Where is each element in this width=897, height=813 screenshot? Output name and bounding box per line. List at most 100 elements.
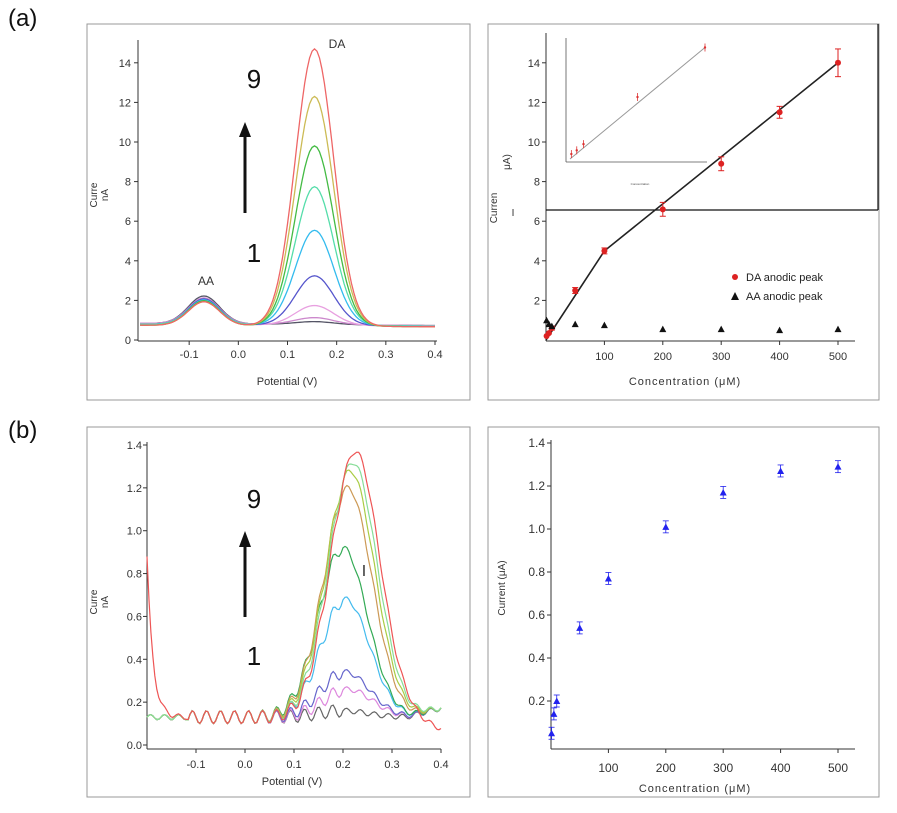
curve-marker: I (362, 563, 366, 580)
aa-point (600, 321, 608, 329)
y-axis-label-fragment: I (512, 208, 515, 219)
panel-label-a: (a) (8, 5, 38, 32)
x-tick-label: 0.4 (433, 759, 448, 771)
inset-point (575, 149, 578, 152)
y-tick-label: 1.4 (127, 440, 142, 452)
x-tick-label: 0.1 (280, 349, 295, 361)
inset-x-axis-label: Concentration (631, 182, 650, 186)
x-tick-label: 200 (654, 351, 672, 363)
y-axis-label-fragment: μA) (502, 154, 513, 170)
x-axis-label: Concentration (μM) (629, 376, 741, 388)
da-point (572, 287, 579, 294)
x-tick-label: 0.4 (427, 349, 442, 361)
x-tick-label: 400 (770, 351, 788, 363)
curve-index-top: 9 (247, 484, 261, 514)
data-point (834, 463, 842, 470)
y-tick-label: 0.6 (528, 608, 545, 622)
y-tick-label: 2 (125, 295, 131, 307)
dpv-curve-9 (146, 451, 442, 731)
y-tick-label: 14 (528, 58, 540, 70)
legend-marker-da (732, 274, 738, 280)
curve-index-bottom: 1 (247, 238, 261, 268)
y-tick-label: 8 (125, 177, 131, 189)
x-axis-label: Potential (V) (257, 376, 318, 388)
dpv-curve-9 (139, 48, 435, 328)
x-tick-label: 0.3 (384, 759, 399, 771)
x-tick-label: 300 (712, 351, 730, 363)
aa-point (834, 325, 842, 333)
y-tick-label: 1.4 (528, 436, 545, 450)
da-point (545, 330, 552, 337)
y-axis-label-fragment: nA (100, 596, 111, 609)
y-tick-label: 0.4 (127, 654, 142, 666)
panel-label-b: (b) (8, 417, 38, 444)
aa-point (543, 316, 551, 324)
x-tick-label: 100 (598, 761, 618, 775)
x-tick-label: -0.1 (180, 349, 199, 361)
y-tick-label: 12 (528, 97, 540, 109)
y-tick-label: 4 (534, 256, 540, 268)
inset-point (570, 152, 573, 156)
aa-point (776, 326, 784, 334)
x-tick-label: 500 (829, 351, 847, 363)
x-tick-label: 300 (713, 761, 733, 775)
inset-point (703, 46, 707, 49)
y-tick-label: 0.0 (127, 740, 142, 752)
y-axis-label-fragment: nA (100, 189, 111, 202)
peak-label-da: DA (329, 37, 346, 51)
x-tick-label: 0.2 (335, 759, 350, 771)
arrow-head (239, 531, 251, 547)
curve-index-bottom: 1 (247, 641, 261, 671)
y-tick-label: 0.8 (127, 569, 142, 581)
aa-point (571, 320, 579, 328)
y-axis-label-fragment: Curre (89, 182, 100, 207)
chart-a-left: -0.1 0.0 0.1 0.2 0.3 0.4 0 2 4 6 8 10 12 14 Potential … (86, 23, 471, 401)
peak-label-aa: AA (198, 274, 214, 288)
x-tick-label: 500 (828, 761, 848, 775)
x-tick-label: 0.1 (286, 759, 301, 771)
inset-point (582, 142, 585, 146)
legend-label-da: DA anodic peak (746, 272, 824, 284)
data-point (719, 488, 727, 496)
chart-b-right: 100 200 300 400 500 0.2 0.4 0.6 0.8 1.0 1.2 1.4 Conc… (487, 426, 880, 798)
inset-point (636, 95, 639, 99)
y-tick-label: 10 (528, 137, 540, 149)
y-axis-label-fragment: Curre (89, 589, 100, 614)
data-point (576, 624, 584, 631)
x-tick-label: 100 (595, 351, 613, 363)
data-point (777, 467, 785, 474)
y-tick-label: 2 (534, 295, 540, 307)
y-tick-label: 8 (534, 177, 540, 189)
chart-a-right: 100 200 300 400 500 2 4 6 8 10 12 14 Concentration (… (487, 23, 880, 401)
aa-point (717, 325, 725, 333)
data-point (553, 697, 561, 704)
data-point (662, 523, 670, 530)
frame-b-left (86, 426, 471, 798)
chart-b-left: -0.1 0.0 0.1 0.2 0.3 0.4 0.0 0.2 0.4 0.6 0.8 1.0 1.2… (86, 426, 471, 798)
y-tick-label: 1.2 (127, 483, 142, 495)
curve-index-top: 9 (247, 64, 261, 94)
y-tick-label: 12 (119, 97, 131, 109)
data-point (604, 574, 612, 582)
y-tick-label: 14 (119, 58, 131, 70)
data-point (548, 729, 556, 737)
y-axis-label: Current (μA) (497, 560, 508, 615)
data-point (550, 710, 558, 717)
y-axis-label-fragment: Curren (489, 193, 500, 224)
x-tick-label: 200 (656, 761, 676, 775)
y-tick-label: 0.4 (528, 651, 545, 665)
y-tick-label: 0.2 (127, 697, 142, 709)
y-tick-label: 1.0 (528, 522, 545, 536)
x-tick-label: 0.0 (231, 349, 246, 361)
da-point (601, 247, 608, 254)
y-tick-label: 10 (119, 137, 131, 149)
da-point (659, 206, 666, 213)
y-tick-label: 4 (125, 256, 131, 268)
aa-point (548, 322, 556, 330)
x-axis-label: Concentration (μM) (639, 783, 751, 795)
inset-fit-line (569, 47, 706, 160)
x-tick-label: -0.1 (187, 759, 206, 771)
x-tick-label: 0.3 (378, 349, 393, 361)
x-tick-label: 0.2 (329, 349, 344, 361)
